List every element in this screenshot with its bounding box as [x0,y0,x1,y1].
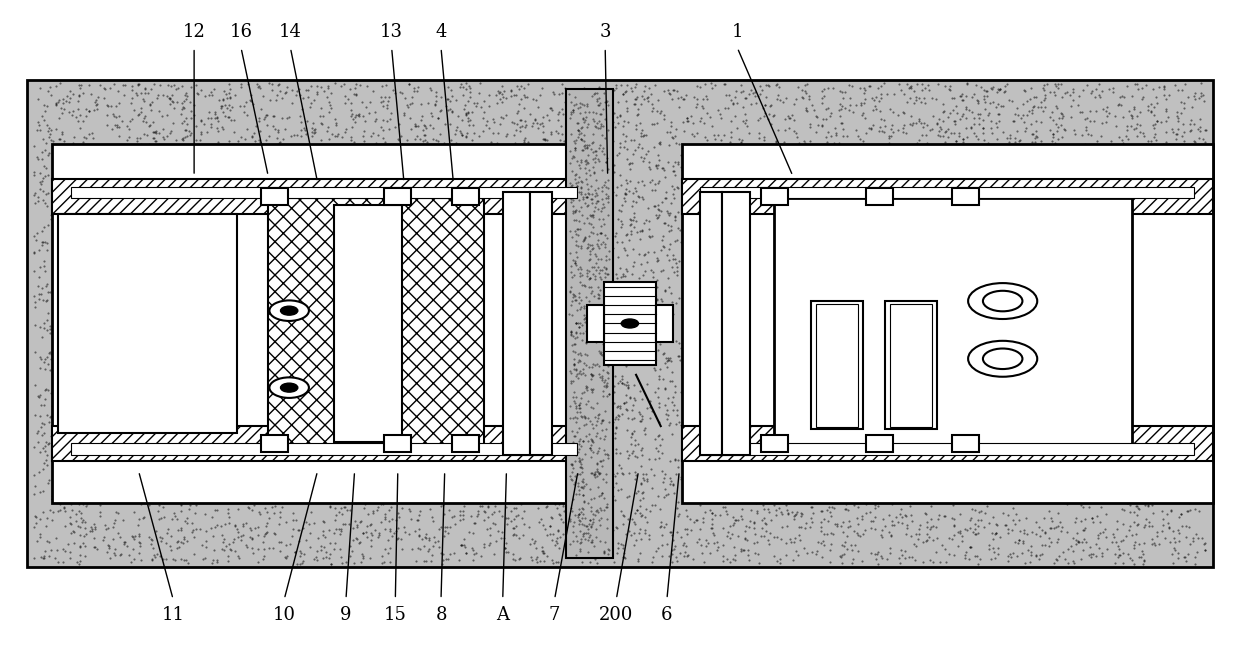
Bar [952,435,980,452]
Circle shape [968,341,1037,377]
Bar [885,301,937,430]
Bar [952,188,980,205]
Bar [682,179,1213,214]
Text: 9: 9 [340,606,352,624]
Bar [760,435,787,452]
Bar [27,80,1213,567]
Bar [384,188,412,205]
Circle shape [280,306,298,315]
Bar [71,443,577,455]
Bar [453,188,480,205]
Bar [52,426,595,461]
Text: 11: 11 [161,606,185,624]
Circle shape [269,377,309,398]
Text: 13: 13 [381,23,403,41]
Text: 10: 10 [273,606,295,624]
Bar [760,188,787,205]
Circle shape [983,291,1023,311]
Bar [604,282,656,365]
Bar [52,179,595,214]
Bar [866,188,893,205]
Circle shape [983,349,1023,369]
Text: 1: 1 [732,23,743,41]
Bar [656,305,673,342]
Bar [502,192,529,455]
Circle shape [621,319,639,328]
Bar [774,199,1132,448]
Text: 14: 14 [279,23,301,41]
Bar [866,435,893,452]
Text: 7: 7 [549,606,560,624]
Bar [701,443,1194,455]
Text: 16: 16 [229,23,253,41]
Bar [384,435,412,452]
Text: 15: 15 [384,606,407,624]
Circle shape [280,383,298,392]
Bar [701,187,1194,199]
Bar [816,303,858,427]
Bar [260,435,288,452]
Circle shape [269,300,309,321]
Bar [71,187,577,199]
Bar [268,199,484,448]
Text: 8: 8 [435,606,446,624]
Bar [811,301,863,430]
Bar [334,205,402,442]
Bar [453,435,480,452]
Bar [682,144,1213,503]
Text: A: A [496,606,510,624]
Bar [52,144,595,503]
Bar [682,426,1213,461]
Bar [58,214,237,433]
Bar [723,192,750,455]
Text: 200: 200 [599,606,634,624]
Bar [890,303,932,427]
Bar [587,305,604,342]
Text: 12: 12 [182,23,206,41]
Text: 4: 4 [435,23,446,41]
Circle shape [968,283,1037,319]
Bar [529,192,552,455]
Bar [565,89,613,558]
Text: 6: 6 [661,606,672,624]
Bar [260,188,288,205]
Text: 3: 3 [599,23,611,41]
Bar [701,192,723,455]
